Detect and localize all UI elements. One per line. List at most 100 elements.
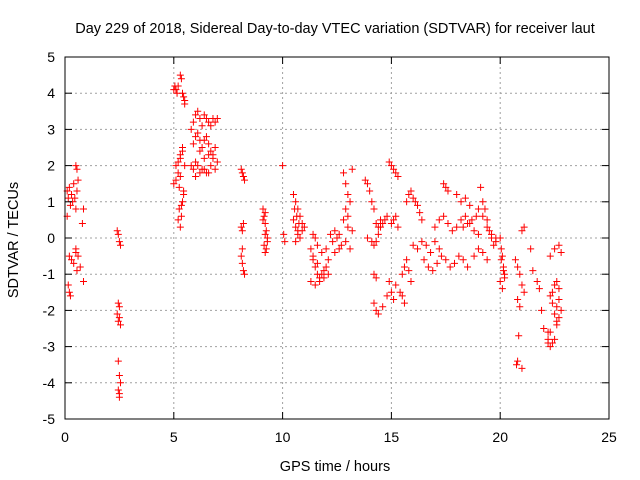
data-point	[324, 256, 332, 264]
data-point	[292, 223, 300, 231]
data-point	[177, 201, 185, 209]
data-point	[548, 288, 556, 296]
data-point	[192, 172, 200, 180]
data-point	[289, 216, 297, 224]
data-point	[174, 169, 182, 177]
data-point	[398, 292, 406, 300]
x-axis-label: GPS time / hours	[280, 459, 390, 475]
data-point	[342, 238, 350, 246]
data-point	[372, 238, 380, 246]
data-point	[370, 241, 378, 249]
data-point	[260, 212, 268, 220]
data-point	[175, 205, 183, 213]
data-point	[189, 165, 197, 173]
data-point	[176, 71, 184, 79]
data-point	[324, 270, 332, 278]
data-point	[363, 234, 371, 242]
data-point	[474, 205, 482, 213]
data-point	[437, 252, 445, 260]
data-point	[309, 230, 317, 238]
data-point	[431, 223, 439, 231]
data-point	[189, 140, 197, 148]
data-point	[461, 194, 469, 202]
x-tick-label: 25	[601, 429, 617, 445]
data-point	[207, 162, 215, 170]
data-point	[213, 158, 221, 166]
data-point	[546, 292, 554, 300]
data-point	[442, 183, 450, 191]
data-point	[292, 198, 300, 206]
data-point	[520, 223, 528, 231]
data-point	[400, 299, 408, 307]
data-point	[479, 248, 487, 256]
data-point	[385, 158, 393, 166]
data-point	[555, 285, 563, 293]
data-point	[483, 223, 491, 231]
data-point	[202, 115, 210, 123]
data-point	[174, 82, 182, 90]
data-point	[366, 187, 374, 195]
data-point	[457, 216, 465, 224]
data-point	[66, 201, 74, 209]
data-point	[394, 172, 402, 180]
data-point	[313, 241, 321, 249]
data-point	[372, 274, 380, 282]
data-point	[320, 274, 328, 282]
y-tick-label: -1	[43, 266, 56, 282]
data-point	[474, 230, 482, 238]
data-point	[379, 220, 387, 228]
data-point	[316, 277, 324, 285]
data-point	[331, 248, 339, 256]
data-point	[342, 205, 350, 213]
data-point	[390, 216, 398, 224]
data-point	[200, 136, 208, 144]
data-point	[192, 158, 200, 166]
data-point	[392, 281, 400, 289]
data-point	[194, 162, 202, 170]
data-point	[261, 220, 269, 228]
data-point	[418, 238, 426, 246]
y-tick-label: 4	[47, 85, 55, 101]
data-point	[374, 230, 382, 238]
data-point	[114, 299, 122, 307]
data-point	[311, 234, 319, 242]
data-point	[483, 256, 491, 264]
data-point	[331, 227, 339, 235]
data-point	[433, 259, 441, 267]
data-point	[518, 227, 526, 235]
data-point	[407, 187, 415, 195]
data-point	[379, 303, 387, 311]
data-point	[440, 212, 448, 220]
data-point	[483, 216, 491, 224]
data-point	[424, 263, 432, 271]
data-point	[557, 306, 565, 314]
data-point	[187, 125, 195, 133]
data-point	[259, 205, 267, 213]
data-point	[322, 263, 330, 271]
data-point	[551, 310, 559, 318]
data-point	[499, 267, 507, 275]
data-point	[198, 122, 206, 130]
data-point	[420, 256, 428, 264]
data-point	[291, 205, 299, 213]
data-point	[435, 216, 443, 224]
data-point	[237, 252, 245, 260]
x-tick-label: 10	[275, 429, 291, 445]
chart-title: Day 229 of 2018, Sidereal Day-to-day VTE…	[75, 21, 595, 37]
data-point	[238, 227, 246, 235]
data-point	[205, 151, 213, 159]
y-axis-label: SDTVAR / TECUs	[6, 182, 22, 298]
data-point	[340, 216, 348, 224]
y-tick-label: 3	[47, 121, 55, 137]
data-point	[262, 245, 270, 253]
data-point	[455, 252, 463, 260]
data-point	[515, 332, 523, 340]
data-point	[311, 263, 319, 271]
data-point	[514, 263, 522, 271]
y-tick-label: -5	[43, 411, 56, 427]
data-point	[407, 277, 415, 285]
data-point	[194, 107, 202, 115]
data-point	[346, 245, 354, 253]
data-point	[196, 147, 204, 155]
data-point	[381, 216, 389, 224]
